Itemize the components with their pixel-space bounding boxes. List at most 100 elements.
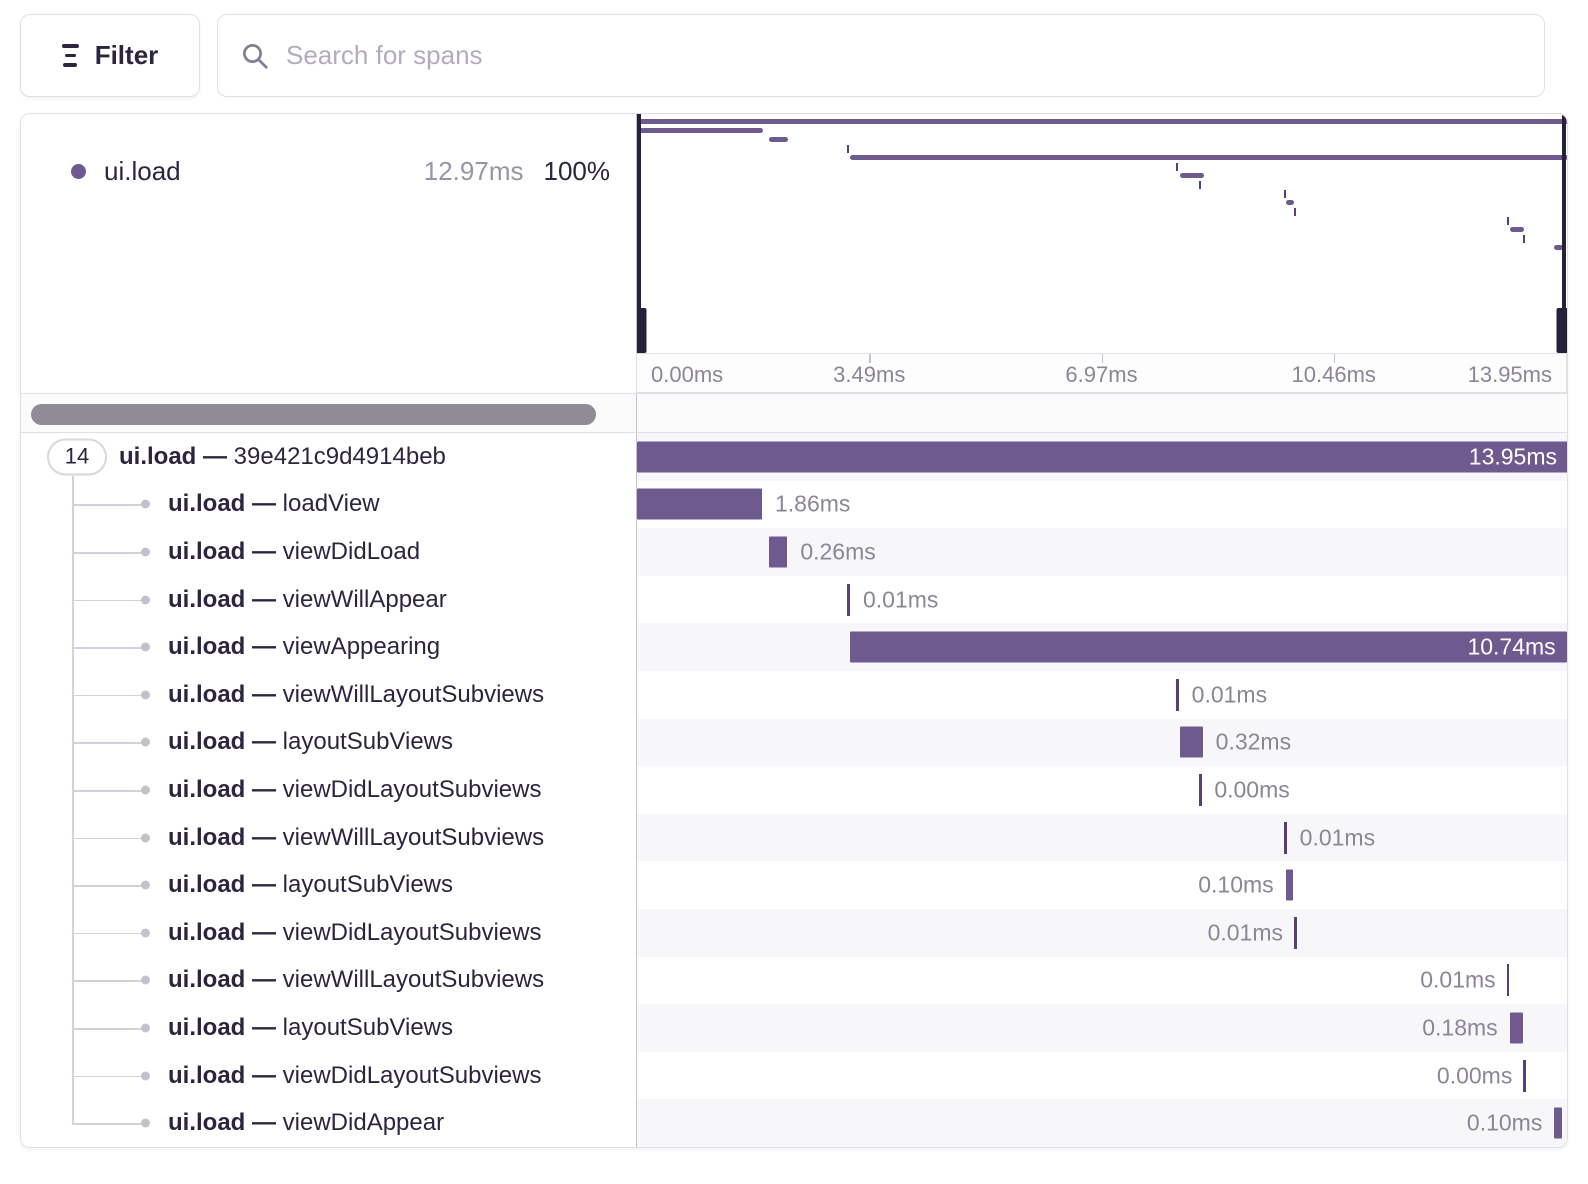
time-axis: 0.00ms 3.49ms 6.97ms 10.46ms 13.95ms xyxy=(636,353,1567,393)
span-duration-label: 13.95ms xyxy=(1468,443,1557,470)
span-bar[interactable] xyxy=(1285,869,1294,901)
tree-node-dot xyxy=(141,1118,150,1128)
tree-node-dot xyxy=(141,547,150,557)
span-row[interactable]: ui.load — viewWillLayoutSubviews 0.01ms xyxy=(21,813,1567,862)
span-duration-label: 0.18ms xyxy=(1422,1014,1498,1041)
minimap-span xyxy=(1284,190,1286,198)
minimap-span xyxy=(847,145,850,153)
span-row[interactable]: ui.load — viewAppearing 10.74ms xyxy=(21,623,1567,672)
span-row[interactable]: ui.load — layoutSubViews 0.32ms xyxy=(21,718,1567,767)
tree-node-dot xyxy=(141,499,150,509)
span-bar[interactable] xyxy=(769,536,788,568)
span-bar[interactable]: 13.95ms xyxy=(637,441,1567,473)
tree-node-dot xyxy=(141,928,150,938)
span-row[interactable]: ui.load — viewWillLayoutSubviews 0.01ms xyxy=(21,956,1567,1005)
axis-tick xyxy=(869,354,871,363)
span-row[interactable]: ui.load — viewDidLayoutSubviews 0.00ms xyxy=(21,1051,1567,1100)
span-row[interactable]: ui.load — viewDidLoad 0.26ms xyxy=(21,528,1567,576)
minimap-span xyxy=(1180,173,1204,178)
span-row[interactable]: ui.load — viewDidAppear 0.10ms xyxy=(21,1099,1567,1147)
minimap-span xyxy=(1294,208,1296,216)
span-duration-label: 0.32ms xyxy=(1215,728,1292,755)
span-duration-label: 0.10ms xyxy=(1198,871,1274,898)
toolbar: Filter xyxy=(20,14,1568,97)
span-bar[interactable] xyxy=(1180,726,1203,758)
axis-label: 0.00ms xyxy=(651,362,724,387)
tree-connector xyxy=(72,504,143,506)
span-label: ui.load — layoutSubViews xyxy=(168,871,454,899)
span-duration-label: 10.74ms xyxy=(1467,633,1556,660)
span-tick[interactable] xyxy=(1199,774,1202,807)
span-duration-label: 0.01ms xyxy=(862,586,939,613)
minimap-span xyxy=(1285,200,1295,205)
span-label: ui.load — loadView xyxy=(168,490,380,518)
span-summary: ui.load 12.97ms 100% xyxy=(21,114,636,187)
minimap-span xyxy=(1554,245,1563,250)
minimap-span xyxy=(769,137,789,142)
minimap-span xyxy=(849,155,1567,160)
search-input[interactable] xyxy=(286,40,1522,71)
span-op-color-dot xyxy=(71,164,86,179)
tree-node-dot xyxy=(141,1023,150,1033)
minimap-span xyxy=(637,119,1567,124)
minimap-span xyxy=(1176,163,1178,171)
span-label: ui.load — viewWillLayoutSubviews xyxy=(168,680,545,708)
span-row[interactable]: ui.load — loadView 1.86ms xyxy=(21,480,1567,529)
axis-label: 13.95ms xyxy=(1467,362,1552,387)
span-tick[interactable] xyxy=(1176,678,1179,711)
span-duration-label: 0.00ms xyxy=(1214,776,1290,803)
span-bar[interactable] xyxy=(1554,1107,1562,1139)
tree-trunk-line xyxy=(72,475,74,1124)
span-tick[interactable] xyxy=(1523,1059,1526,1092)
span-row[interactable]: ui.load — viewDidLayoutSubviews 0.01ms xyxy=(21,909,1567,957)
span-row[interactable]: ui.load — layoutSubViews 0.10ms xyxy=(21,861,1567,910)
span-tick[interactable] xyxy=(1294,916,1297,949)
minimap-span xyxy=(1523,235,1526,243)
tree-node-dot xyxy=(141,737,150,747)
span-duration-label: 0.01ms xyxy=(1191,681,1268,708)
span-tick[interactable] xyxy=(847,583,850,616)
span-bar[interactable]: 10.74ms xyxy=(849,631,1567,663)
search-icon xyxy=(243,43,268,69)
axis-label: 6.97ms xyxy=(1065,362,1138,387)
tree-connector xyxy=(72,932,143,935)
span-row[interactable]: ui.load — viewDidLayoutSubviews 0.00ms xyxy=(21,766,1567,814)
span-duration-label: 0.00ms xyxy=(1436,1062,1513,1089)
span-tree: 14 ui.load — 39e421c9d4914beb 13.95ms ui.lo… xyxy=(21,433,1567,1147)
scrollbar-thumb[interactable] xyxy=(31,404,596,425)
span-row[interactable]: ui.load — viewWillAppear 0.01ms xyxy=(21,575,1567,624)
tree-connector xyxy=(72,694,143,697)
span-tick[interactable] xyxy=(1506,964,1510,997)
filter-button[interactable]: Filter xyxy=(20,14,200,97)
span-duration-label: 0.01ms xyxy=(1420,966,1496,993)
span-bar[interactable] xyxy=(637,488,762,520)
minimap-handle-left-grip[interactable] xyxy=(637,308,647,353)
span-bar[interactable] xyxy=(1509,1012,1523,1044)
span-tick[interactable] xyxy=(1284,821,1287,854)
span-label: ui.load — viewWillLayoutSubviews xyxy=(168,823,545,851)
span-label: ui.load — viewAppearing xyxy=(168,633,441,661)
filter-button-label: Filter xyxy=(94,40,159,70)
search-box[interactable] xyxy=(217,14,1545,97)
tree-node-dot xyxy=(141,833,150,843)
span-duration-label: 0.01ms xyxy=(1299,824,1376,851)
span-duration-label: 1.86ms xyxy=(775,490,851,517)
span-label: ui.load — viewDidLoad xyxy=(168,538,421,566)
tree-node-dot xyxy=(141,1071,150,1081)
span-label: ui.load — layoutSubViews xyxy=(168,1014,454,1042)
span-row[interactable]: 14 ui.load — 39e421c9d4914beb 13.95ms xyxy=(21,433,1567,481)
tree-node-dot xyxy=(141,880,150,890)
minimap[interactable] xyxy=(637,114,1567,353)
span-count-badge[interactable]: 14 xyxy=(47,438,107,476)
span-row[interactable]: ui.load — viewWillLayoutSubviews 0.01ms xyxy=(21,671,1567,719)
minimap-span xyxy=(1506,217,1509,225)
scrollbar-row xyxy=(21,393,1567,434)
minimap-handle-right[interactable] xyxy=(1556,114,1567,353)
span-label: ui.load — viewDidLayoutSubviews xyxy=(168,1061,542,1089)
span-row[interactable]: ui.load — layoutSubViews 0.18ms xyxy=(21,1004,1567,1052)
minimap-span xyxy=(637,128,763,133)
tree-node-dot xyxy=(141,785,150,795)
minimap-handle-right-grip[interactable] xyxy=(1556,308,1567,353)
tree-connector xyxy=(72,1028,143,1030)
minimap-handle-left[interactable] xyxy=(637,114,647,353)
